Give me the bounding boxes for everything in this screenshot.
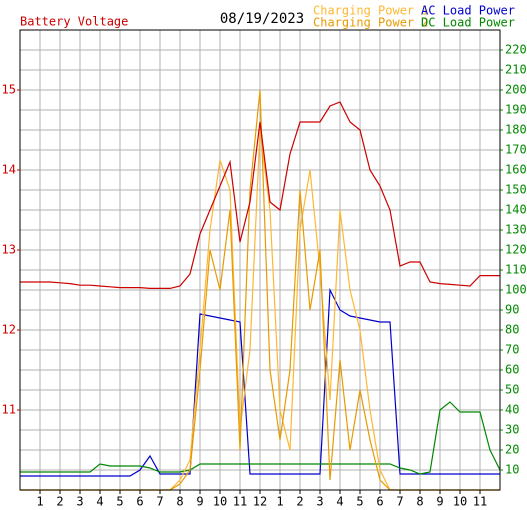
x-tick-label: 5 <box>116 495 123 509</box>
y2-tick-label: 80 <box>505 323 519 337</box>
x-tick-label: 5 <box>356 495 363 509</box>
y2-tick-label: 170 <box>505 143 527 157</box>
series-line <box>20 401 501 475</box>
chart-title: 08/19/2023 <box>220 11 304 27</box>
y2-tick-label: 190 <box>505 103 527 117</box>
legend-entry: DC Load Power <box>421 16 515 30</box>
x-tick-label: 7 <box>156 495 163 509</box>
y2-tick-label: 130 <box>505 223 527 237</box>
legend-entry: Charging Power 2 <box>313 16 429 30</box>
legend-entry: AC Load Power <box>421 4 515 18</box>
x-tick-label: 1 <box>36 495 43 509</box>
y2-tick-label: 180 <box>505 123 527 137</box>
x-tick-label: 4 <box>336 495 343 509</box>
x-tick-label: 3 <box>316 495 323 509</box>
x-tick-label: 11 <box>473 495 487 509</box>
x-tick-label: 2 <box>296 495 303 509</box>
x-tick-label: 6 <box>376 495 383 509</box>
series-line <box>20 101 500 289</box>
y-tick-label: 13 <box>2 243 16 257</box>
legend-entry: Battery Voltage <box>20 15 128 29</box>
y-tick-label: 11 <box>2 403 16 417</box>
y2-tick-label: 150 <box>505 183 527 197</box>
y2-tick-label: 110 <box>505 263 527 277</box>
x-tick-label: 6 <box>136 495 143 509</box>
y2-tick-label: 210 <box>505 63 527 77</box>
y-tick-label: 15 <box>2 83 16 97</box>
y2-tick-label: 50 <box>505 383 519 397</box>
y2-tick-label: 200 <box>505 83 527 97</box>
y2-tick-label: 60 <box>505 363 519 377</box>
x-tick-label: 2 <box>56 495 63 509</box>
x-tick-label: 9 <box>436 495 443 509</box>
y2-tick-label: 120 <box>505 243 527 257</box>
y2-tick-label: 140 <box>505 203 527 217</box>
y2-tick-label: 160 <box>505 163 527 177</box>
x-tick-label: 11 <box>233 495 247 509</box>
x-tick-label: 3 <box>76 495 83 509</box>
y2-tick-label: 30 <box>505 423 519 437</box>
y2-tick-label: 40 <box>505 403 519 417</box>
y2-tick-label: 20 <box>505 443 519 457</box>
y2-tick-label: 220 <box>505 43 527 57</box>
x-tick-label: 8 <box>416 495 423 509</box>
y2-tick-label: 70 <box>505 343 519 357</box>
legend-entry: Charging Power 1 <box>313 4 429 18</box>
x-tick-label: 1 <box>276 495 283 509</box>
x-tick-label: 10 <box>453 495 467 509</box>
x-tick-label: 12 <box>253 495 267 509</box>
y2-tick-label: 10 <box>505 463 519 477</box>
x-tick-label: 9 <box>196 495 203 509</box>
x-tick-label: 10 <box>213 495 227 509</box>
x-tick-label: 7 <box>396 495 403 509</box>
x-tick-label: 8 <box>176 495 183 509</box>
y-tick-label: 12 <box>2 323 16 337</box>
y2-tick-label: 100 <box>505 283 527 297</box>
y-tick-label: 14 <box>2 163 16 177</box>
y2-tick-label: 90 <box>505 303 519 317</box>
x-tick-label: 4 <box>96 495 103 509</box>
